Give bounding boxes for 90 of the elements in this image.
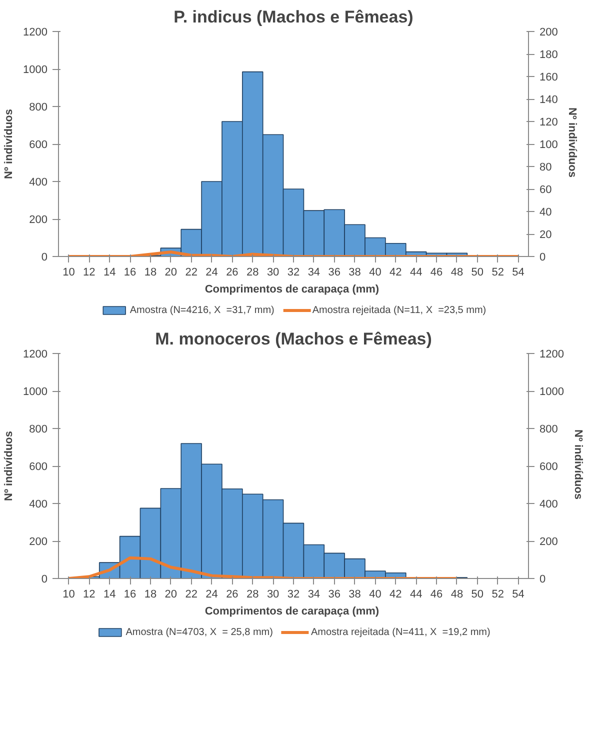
y2-tick-label: 1200	[540, 348, 564, 360]
y2-tick-label: 180	[540, 49, 558, 61]
y2-tick-label: 800	[540, 424, 558, 436]
y-tick-label: 200	[29, 536, 48, 548]
y2-axis-title: Nº indivíduos	[572, 429, 584, 500]
legend-label: Amostra (N=4703, X = 25,8 mm)	[126, 626, 273, 638]
y2-tick-label: 160	[540, 72, 558, 84]
y2-tick-label: 80	[540, 162, 552, 174]
x-tick-label: 42	[390, 588, 402, 600]
x-tick-label: 14	[103, 588, 116, 600]
x-tick-label: 52	[492, 266, 504, 278]
y2-tick-label: 400	[540, 498, 558, 510]
x-tick-label: 18	[144, 588, 157, 600]
x-tick-label: 54	[512, 266, 524, 278]
x-tick-label: 26	[226, 588, 238, 600]
y2-tick-label: 200	[540, 536, 558, 548]
legend-label: Amostra rejeitada (N=411, X =19,2 mm)	[310, 626, 490, 638]
chart-title: M. monoceros (Machos e Fêmeas)	[155, 330, 432, 348]
x-tick-label: 48	[450, 588, 464, 600]
y-tick-label: 800	[29, 102, 48, 114]
y-tick-label: 200	[29, 214, 48, 226]
x-tick-label: 28	[246, 588, 259, 600]
y2-tick-label: 600	[540, 461, 558, 473]
x-tick-label: 16	[124, 588, 136, 600]
x-tick-label: 52	[492, 588, 504, 600]
legend-label: Amostra (N=4216, X =31,7 mm)	[130, 304, 274, 316]
y2-tick-label: 40	[540, 206, 552, 218]
y-axis-title: Nº indivíduos	[3, 430, 16, 502]
y2-tick-label: 60	[540, 184, 552, 196]
y2-tick-label: 200	[540, 26, 558, 38]
x-tick-label: 44	[410, 266, 422, 278]
y2-tick-label: 0	[540, 574, 546, 586]
y-tick-label: 0	[41, 252, 48, 264]
x-axis-title: Comprimentos de carapaça (mm)	[204, 284, 380, 296]
x-tick-label: 22	[185, 588, 198, 600]
x-tick-label: 24	[206, 266, 218, 278]
x-tick-label: 24	[206, 588, 218, 600]
x-tick-label: 20	[164, 266, 178, 278]
x-tick-label: 12	[83, 266, 96, 278]
y2-tick-label: 1000	[540, 386, 564, 398]
x-tick-label: 16	[124, 266, 136, 278]
x-tick-label: 50	[471, 588, 484, 600]
x-tick-label: 48	[450, 266, 464, 278]
x-tick-label: 10	[62, 266, 75, 278]
x-tick-label: 28	[246, 266, 259, 278]
y2-tick-label: 120	[540, 116, 558, 128]
y-tick-label: 400	[29, 176, 48, 188]
x-tick-label: 30	[266, 266, 280, 278]
y-tick-label: 0	[41, 574, 48, 586]
y-axis-title: Nº indivíduos	[3, 108, 16, 180]
x-tick-label: 36	[328, 588, 340, 600]
y-tick-label: 400	[29, 498, 48, 510]
y-tick-label: 1200	[23, 26, 48, 38]
y-tick-label: 600	[29, 461, 48, 473]
x-tick-label: 14	[103, 266, 116, 278]
y-tick-label: 800	[29, 424, 48, 436]
x-tick-label: 32	[287, 266, 300, 278]
y2-tick-label: 100	[540, 139, 558, 151]
x-tick-label: 10	[62, 588, 75, 600]
y-tick-label: 600	[29, 139, 48, 151]
x-tick-label: 38	[348, 588, 361, 600]
x-tick-label: 34	[308, 588, 320, 600]
x-tick-label: 38	[348, 266, 361, 278]
x-tick-label: 40	[369, 266, 382, 278]
y-tick-label: 1200	[23, 348, 48, 360]
legend-label: Amostra rejeitada (N=11, X =23,5 mm)	[312, 304, 486, 316]
x-tick-label: 46	[430, 588, 443, 600]
x-axis-title: Comprimentos de carapaça (mm)	[204, 606, 380, 618]
x-tick-label: 40	[369, 588, 382, 600]
x-tick-label: 46	[430, 266, 443, 278]
x-tick-label: 36	[328, 266, 340, 278]
x-tick-label: 20	[164, 588, 178, 600]
y-tick-label: 1000	[23, 386, 48, 398]
y2-axis-title: Nº indivíduos	[566, 107, 578, 178]
y2-tick-label: 140	[540, 94, 558, 106]
x-tick-label: 34	[308, 266, 320, 278]
chart-title: P. indicus (Machos e Fêmeas)	[174, 8, 414, 26]
x-tick-label: 26	[226, 266, 238, 278]
x-tick-label: 54	[512, 588, 524, 600]
x-tick-label: 18	[144, 266, 157, 278]
x-tick-label: 42	[390, 266, 402, 278]
y2-tick-label: 0	[540, 252, 546, 264]
x-tick-label: 30	[266, 588, 280, 600]
x-tick-label: 12	[83, 588, 96, 600]
x-tick-label: 22	[185, 266, 198, 278]
x-tick-label: 32	[287, 588, 300, 600]
y2-tick-label: 20	[540, 229, 552, 241]
x-tick-label: 50	[471, 266, 484, 278]
y-tick-label: 1000	[23, 64, 48, 76]
x-tick-label: 44	[410, 588, 422, 600]
